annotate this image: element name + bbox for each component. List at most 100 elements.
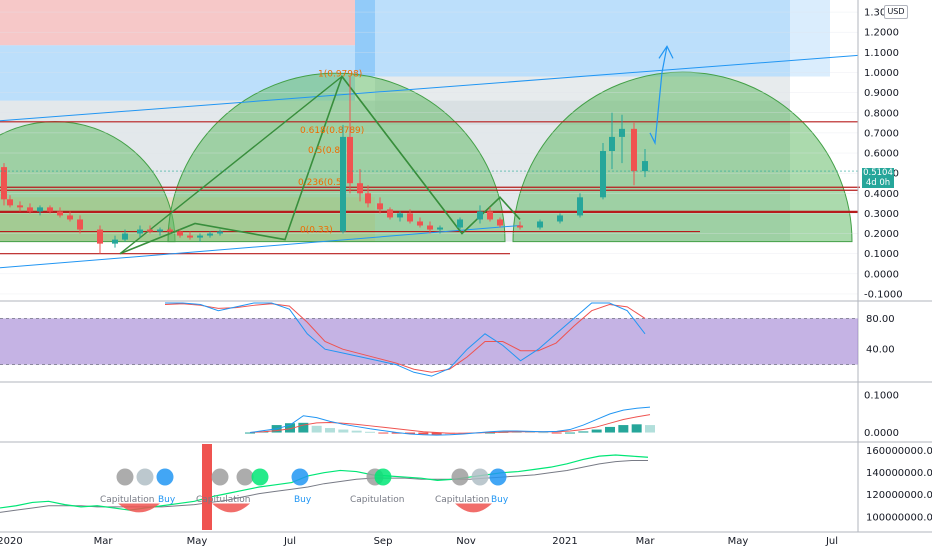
signal-label: Capitulation bbox=[100, 495, 155, 505]
capitulation-dip bbox=[212, 503, 250, 513]
trendline-upper bbox=[0, 54, 859, 122]
candle-body bbox=[187, 235, 193, 238]
macd-histogram-bar bbox=[578, 431, 589, 433]
trendline-lower bbox=[0, 225, 521, 269]
fib-level-label: 0.236(0.5) bbox=[298, 178, 345, 188]
candle-body bbox=[17, 205, 23, 208]
candle-body bbox=[27, 207, 33, 212]
macd-histogram-bar bbox=[551, 432, 562, 434]
candle-body bbox=[122, 233, 128, 240]
macd-histogram-bar bbox=[365, 431, 375, 433]
candle-body bbox=[365, 193, 371, 204]
candle-body bbox=[537, 221, 543, 228]
candle-body bbox=[67, 215, 73, 220]
macd-tick-label: 0.1000 bbox=[864, 391, 899, 402]
macd-histogram-bar bbox=[418, 432, 429, 435]
signal-marker-dot bbox=[471, 468, 489, 486]
fib-zone-blue-strip bbox=[355, 0, 375, 77]
macd-histogram-bar bbox=[645, 425, 655, 433]
signal-label: Buy bbox=[491, 495, 509, 505]
candle-body bbox=[1, 167, 7, 200]
capitulation-dip bbox=[118, 503, 160, 513]
price-tick-label: 0.1000 bbox=[864, 249, 899, 260]
macd-histogram-bar bbox=[538, 432, 549, 434]
candle-body bbox=[407, 213, 413, 222]
fib-zone-red-top bbox=[0, 0, 355, 46]
candle-body bbox=[47, 207, 53, 212]
candle-body bbox=[387, 209, 393, 218]
macd-tick-label: 0.0000 bbox=[864, 428, 899, 439]
macd-histogram-bar bbox=[605, 426, 615, 433]
macd-histogram-bar bbox=[378, 432, 389, 434]
obv-tick-label: 100000000.0000 bbox=[866, 512, 932, 523]
price-tick-label: 0.0000 bbox=[864, 269, 899, 280]
candle-body bbox=[177, 231, 183, 236]
price-tick-label: 1.1000 bbox=[864, 48, 899, 59]
candle-body bbox=[642, 161, 648, 172]
time-tick-label: 2021 bbox=[552, 536, 577, 547]
price-tick-label: 1.0000 bbox=[864, 68, 899, 79]
signal-marker-dot bbox=[291, 468, 309, 486]
candle-body bbox=[57, 211, 63, 216]
macd-histogram-bar bbox=[618, 425, 629, 433]
time-tick-label: Jul bbox=[825, 536, 838, 547]
candle-body bbox=[437, 227, 443, 230]
signal-marker-dot bbox=[251, 468, 269, 486]
last-price-value: 0.5104 bbox=[863, 168, 893, 178]
macd-line bbox=[249, 406, 651, 436]
obv-tick-label: 120000000.0000 bbox=[866, 490, 932, 501]
macd-histogram-bar bbox=[285, 423, 295, 433]
macd-histogram-bar bbox=[631, 424, 642, 433]
price-tick-label: 0.2000 bbox=[864, 229, 899, 240]
time-tick-label: Mar bbox=[94, 536, 114, 547]
candle-body bbox=[37, 207, 43, 212]
macd-histogram-bar bbox=[298, 422, 309, 433]
fib-zone-blue-right bbox=[375, 0, 790, 77]
currency-badge[interactable]: USD bbox=[884, 5, 908, 19]
signal-label: Capitulation bbox=[350, 495, 405, 505]
candle-body bbox=[377, 203, 383, 210]
price-tick-label: -0.1000 bbox=[864, 289, 903, 300]
candle-body bbox=[427, 225, 433, 230]
signal-marker-dot bbox=[374, 468, 392, 486]
obv-tick-label: 140000000.0000 bbox=[866, 468, 932, 479]
time-tick-label: Jul bbox=[283, 536, 296, 547]
macd-histogram-bar bbox=[351, 430, 362, 433]
projection-arrow-line bbox=[649, 46, 668, 146]
time-tick-label: Sep bbox=[374, 536, 393, 547]
macd-histogram-bar bbox=[565, 432, 575, 434]
harmonic-pattern-legs bbox=[119, 75, 463, 255]
candle-body bbox=[557, 215, 563, 222]
capitulation-spike-bar bbox=[202, 444, 212, 530]
macd-histogram-bar bbox=[591, 429, 602, 433]
time-tick-label: Mar bbox=[636, 536, 656, 547]
obv-tick-label: 160000000.0000 bbox=[866, 446, 932, 457]
signal-marker-dot bbox=[489, 468, 507, 486]
candle-body bbox=[631, 128, 637, 172]
obv-line bbox=[0, 454, 649, 511]
price-tick-label: 0.8000 bbox=[864, 108, 899, 119]
macd-histogram-bar bbox=[311, 425, 322, 433]
time-tick-label: Nov bbox=[456, 536, 476, 547]
fib-zone-blue-edge bbox=[790, 0, 830, 77]
candle-body bbox=[457, 219, 463, 228]
stoch-tick-label: 40.00 bbox=[866, 345, 895, 356]
candle-body bbox=[517, 225, 523, 228]
last-price-countdown: 4d 0h bbox=[865, 178, 891, 188]
candle-body bbox=[397, 213, 403, 218]
price-tick-label: 0.4000 bbox=[864, 189, 899, 200]
price-tick-label: 0.7000 bbox=[864, 128, 899, 139]
signal-label: Capitulation bbox=[435, 495, 490, 505]
candle-body bbox=[137, 229, 143, 234]
macd-histogram-bar bbox=[391, 432, 402, 434]
candle-body bbox=[600, 151, 606, 198]
signal-label: Buy bbox=[294, 495, 312, 505]
candle-body bbox=[340, 136, 346, 232]
last-price-badge: 0.5104 4d 0h bbox=[862, 168, 894, 188]
candle-body bbox=[112, 239, 118, 244]
candle-body bbox=[167, 229, 173, 232]
signal-marker-dot bbox=[211, 468, 229, 486]
price-tick-label: 0.9000 bbox=[864, 88, 899, 99]
